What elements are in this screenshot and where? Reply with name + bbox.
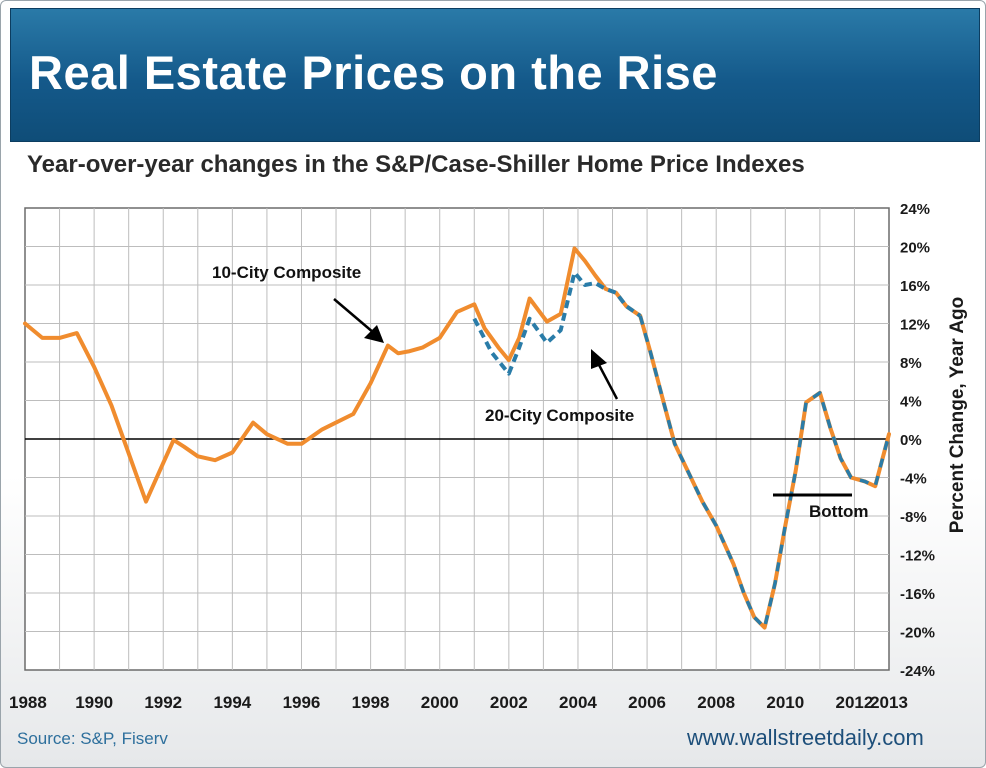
grid xyxy=(24,207,890,671)
y-tick-label: 16% xyxy=(900,278,930,295)
x-tick-label: 2012 xyxy=(836,693,874,712)
x-tick-label: 1990 xyxy=(75,693,113,712)
annotation-arrow-10-city xyxy=(333,298,375,334)
x-tick-label: 2013 xyxy=(870,693,908,712)
annotation-arrowhead-20-city xyxy=(591,349,607,369)
annotations: 10-City Composite 20-City Composite Bottom xyxy=(212,263,868,521)
y-tick-label: 24% xyxy=(900,201,930,218)
y-tick-label: 8% xyxy=(900,355,922,372)
x-tick-label: 2002 xyxy=(490,693,528,712)
annotation-20-city: 20-City Composite xyxy=(485,406,634,425)
y-tick-label: -8% xyxy=(900,509,927,526)
series-line-20-city-overlap xyxy=(638,315,891,630)
y-tick-label: -12% xyxy=(900,548,935,565)
x-tick-label: 1994 xyxy=(213,693,251,712)
website-link[interactable]: www.wallstreetdaily.com xyxy=(687,725,924,750)
x-tick-label: 2008 xyxy=(697,693,735,712)
x-tick-label: 2004 xyxy=(559,693,597,712)
y-axis-label: Percent Change, Year Ago xyxy=(947,297,968,534)
x-tick-label: 1988 xyxy=(9,693,47,712)
x-tick-label: 1992 xyxy=(144,693,182,712)
y-tick-label: -4% xyxy=(900,471,927,488)
x-tick-label: 2006 xyxy=(628,693,666,712)
page-title: Real Estate Prices on the Rise xyxy=(29,46,718,99)
x-tick-label: 2000 xyxy=(421,693,459,712)
series-line-20-city xyxy=(472,270,642,376)
x-tick-label: 2010 xyxy=(766,693,804,712)
annotation-arrowhead-10-city xyxy=(364,325,384,343)
axes: 24% 20% 16% 12% 8% 4% 0% -4% -8% -12% -16% -20% -24%… xyxy=(9,201,968,712)
y-tick-label: 0% xyxy=(900,432,922,449)
x-tick-label: 1996 xyxy=(283,693,321,712)
chart-subtitle: Year-over-year changes in the S&P/Case-S… xyxy=(27,151,805,178)
source-note: Source: S&P, Fiserv xyxy=(17,729,168,748)
annotation-bottom: Bottom xyxy=(809,502,868,521)
y-tick-label: 4% xyxy=(900,394,922,411)
annotation-10-city: 10-City Composite xyxy=(212,263,361,282)
series-lines xyxy=(23,246,891,630)
y-tick-label: -24% xyxy=(900,663,935,680)
y-tick-label: -20% xyxy=(900,625,935,642)
x-tick-label: 1998 xyxy=(352,693,390,712)
series-line-10-city xyxy=(23,246,891,630)
title-banner: Real Estate Prices on the Rise xyxy=(10,8,980,142)
y-tick-label: 12% xyxy=(900,317,930,334)
y-tick-label: 20% xyxy=(900,240,930,257)
y-tick-label: -16% xyxy=(900,586,935,603)
annotation-arrow-20-city xyxy=(596,362,619,400)
